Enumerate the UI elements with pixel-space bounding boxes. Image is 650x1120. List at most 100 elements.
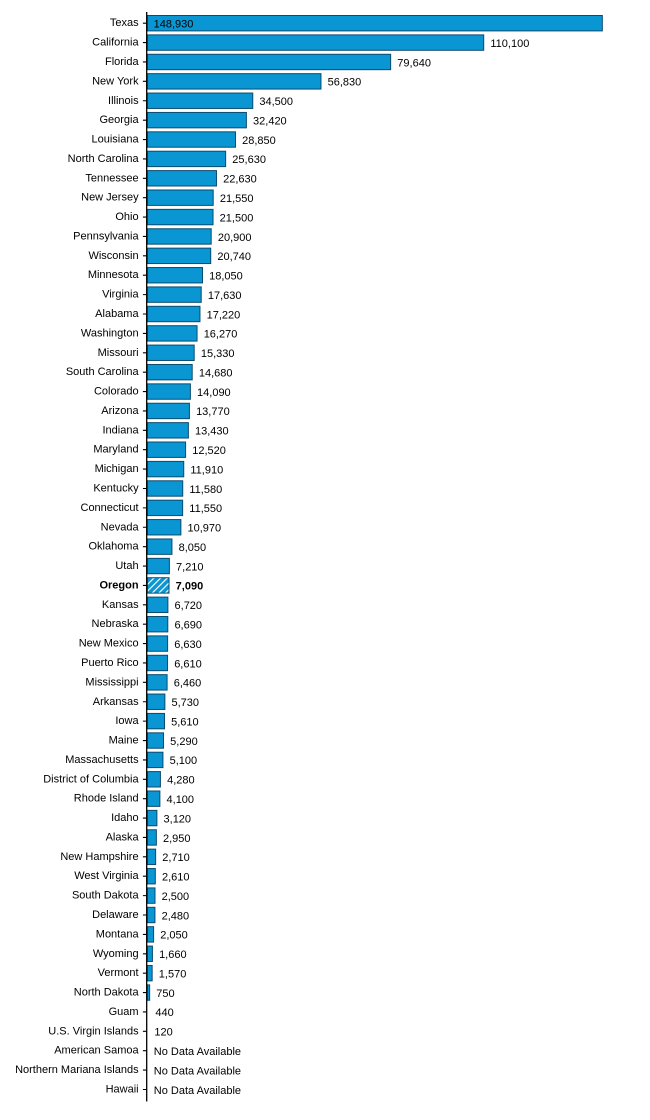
svg-text:34,500: 34,500 bbox=[259, 96, 293, 108]
svg-text:28,850: 28,850 bbox=[242, 135, 276, 147]
svg-text:2,710: 2,710 bbox=[162, 852, 190, 864]
svg-text:14,680: 14,680 bbox=[199, 367, 233, 379]
svg-text:Texas: Texas bbox=[110, 17, 139, 29]
svg-text:2,950: 2,950 bbox=[163, 833, 191, 845]
svg-text:California: California bbox=[92, 37, 139, 49]
svg-text:Ohio: Ohio bbox=[115, 211, 138, 223]
svg-text:20,900: 20,900 bbox=[218, 232, 252, 244]
svg-text:13,770: 13,770 bbox=[196, 406, 230, 418]
svg-text:11,550: 11,550 bbox=[189, 503, 222, 515]
svg-text:Northern Mariana Islands: Northern Mariana Islands bbox=[15, 1064, 139, 1076]
svg-text:Louisiana: Louisiana bbox=[92, 134, 140, 146]
svg-text:Nevada: Nevada bbox=[101, 521, 140, 533]
svg-text:440: 440 bbox=[155, 1007, 173, 1019]
svg-text:21,500: 21,500 bbox=[220, 212, 254, 224]
svg-text:Arizona: Arizona bbox=[101, 405, 139, 417]
svg-text:11,580: 11,580 bbox=[189, 484, 222, 496]
svg-text:20,740: 20,740 bbox=[217, 251, 251, 263]
svg-text:3,120: 3,120 bbox=[164, 813, 192, 825]
svg-text:District of Columbia: District of Columbia bbox=[43, 773, 139, 785]
svg-text:12,520: 12,520 bbox=[192, 445, 226, 457]
svg-text:Georgia: Georgia bbox=[99, 114, 139, 126]
svg-text:6,690: 6,690 bbox=[174, 620, 202, 632]
svg-text:750: 750 bbox=[156, 988, 174, 1000]
svg-text:2,610: 2,610 bbox=[162, 872, 190, 884]
svg-text:5,610: 5,610 bbox=[171, 716, 199, 728]
svg-text:14,090: 14,090 bbox=[197, 387, 231, 399]
svg-text:New Hampshire: New Hampshire bbox=[60, 851, 138, 863]
svg-text:56,830: 56,830 bbox=[328, 77, 362, 89]
svg-text:6,720: 6,720 bbox=[175, 600, 203, 612]
svg-text:No Data Available: No Data Available bbox=[154, 1085, 241, 1097]
svg-text:4,280: 4,280 bbox=[167, 775, 195, 787]
svg-text:Guam: Guam bbox=[109, 1006, 139, 1018]
svg-text:Washington: Washington bbox=[81, 327, 139, 339]
svg-text:2,050: 2,050 bbox=[160, 930, 188, 942]
svg-text:6,610: 6,610 bbox=[174, 658, 202, 670]
svg-text:17,220: 17,220 bbox=[207, 309, 241, 321]
svg-text:10,970: 10,970 bbox=[188, 523, 222, 535]
svg-text:South Carolina: South Carolina bbox=[66, 366, 140, 378]
svg-text:New Mexico: New Mexico bbox=[79, 638, 139, 650]
svg-text:6,630: 6,630 bbox=[174, 639, 202, 651]
svg-text:79,640: 79,640 bbox=[397, 57, 431, 69]
svg-text:Missouri: Missouri bbox=[98, 347, 139, 359]
svg-text:New York: New York bbox=[92, 75, 139, 87]
svg-text:Wyoming: Wyoming bbox=[93, 948, 139, 960]
svg-text:Massachusetts: Massachusetts bbox=[65, 754, 139, 766]
svg-text:Connecticut: Connecticut bbox=[81, 502, 139, 514]
svg-text:Rhode Island: Rhode Island bbox=[74, 793, 139, 805]
svg-text:South Dakota: South Dakota bbox=[72, 890, 140, 902]
svg-text:22,630: 22,630 bbox=[223, 174, 257, 186]
svg-text:Mississippi: Mississippi bbox=[85, 676, 138, 688]
svg-text:American Samoa: American Samoa bbox=[54, 1045, 139, 1057]
svg-text:U.S. Virgin Islands: U.S. Virgin Islands bbox=[48, 1025, 139, 1037]
svg-text:Vermont: Vermont bbox=[98, 967, 139, 979]
svg-text:Iowa: Iowa bbox=[115, 715, 139, 727]
svg-text:Idaho: Idaho bbox=[111, 812, 139, 824]
svg-text:Wisconsin: Wisconsin bbox=[88, 250, 138, 262]
svg-text:2,480: 2,480 bbox=[162, 910, 190, 922]
svg-text:2,500: 2,500 bbox=[162, 891, 190, 903]
svg-text:Utah: Utah bbox=[115, 560, 138, 572]
svg-text:15,330: 15,330 bbox=[201, 348, 235, 360]
svg-text:Michigan: Michigan bbox=[95, 463, 139, 475]
svg-text:Minnesota: Minnesota bbox=[88, 269, 140, 281]
svg-text:Tennessee: Tennessee bbox=[85, 172, 138, 184]
svg-text:Maryland: Maryland bbox=[93, 444, 138, 456]
svg-text:Nebraska: Nebraska bbox=[92, 618, 140, 630]
svg-text:5,100: 5,100 bbox=[170, 755, 198, 767]
svg-text:120: 120 bbox=[154, 1027, 172, 1039]
svg-text:Virginia: Virginia bbox=[102, 289, 139, 301]
svg-text:No Data Available: No Data Available bbox=[154, 1046, 241, 1058]
svg-text:8,050: 8,050 bbox=[179, 542, 207, 554]
svg-text:No Data Available: No Data Available bbox=[154, 1065, 241, 1077]
svg-text:1,660: 1,660 bbox=[159, 949, 187, 961]
svg-text:Delaware: Delaware bbox=[92, 909, 138, 921]
svg-text:11,910: 11,910 bbox=[190, 464, 223, 476]
svg-text:5,290: 5,290 bbox=[170, 736, 198, 748]
svg-text:148,930: 148,930 bbox=[154, 19, 194, 31]
svg-text:21,550: 21,550 bbox=[220, 193, 254, 205]
svg-text:32,420: 32,420 bbox=[253, 115, 287, 127]
svg-text:North Carolina: North Carolina bbox=[68, 153, 140, 165]
svg-text:Alabama: Alabama bbox=[95, 308, 139, 320]
svg-text:Oregon: Oregon bbox=[99, 579, 138, 591]
svg-text:4,100: 4,100 bbox=[167, 794, 195, 806]
svg-text:Alaska: Alaska bbox=[106, 831, 140, 843]
svg-text:Illinois: Illinois bbox=[108, 95, 139, 107]
svg-text:Florida: Florida bbox=[105, 56, 140, 68]
svg-text:Kansas: Kansas bbox=[102, 599, 139, 611]
svg-text:New Jersey: New Jersey bbox=[81, 192, 139, 204]
svg-text:Kentucky: Kentucky bbox=[93, 482, 139, 494]
svg-text:16,270: 16,270 bbox=[204, 329, 238, 341]
svg-text:18,050: 18,050 bbox=[209, 271, 243, 283]
svg-text:13,430: 13,430 bbox=[195, 426, 229, 438]
svg-text:Oklahoma: Oklahoma bbox=[88, 541, 139, 553]
svg-text:6,460: 6,460 bbox=[174, 678, 202, 690]
svg-text:Pennsylvania: Pennsylvania bbox=[73, 230, 139, 242]
svg-text:Puerto Rico: Puerto Rico bbox=[81, 657, 138, 669]
svg-text:7,210: 7,210 bbox=[176, 561, 204, 573]
svg-text:West Virginia: West Virginia bbox=[74, 870, 139, 882]
svg-text:Indiana: Indiana bbox=[103, 424, 140, 436]
